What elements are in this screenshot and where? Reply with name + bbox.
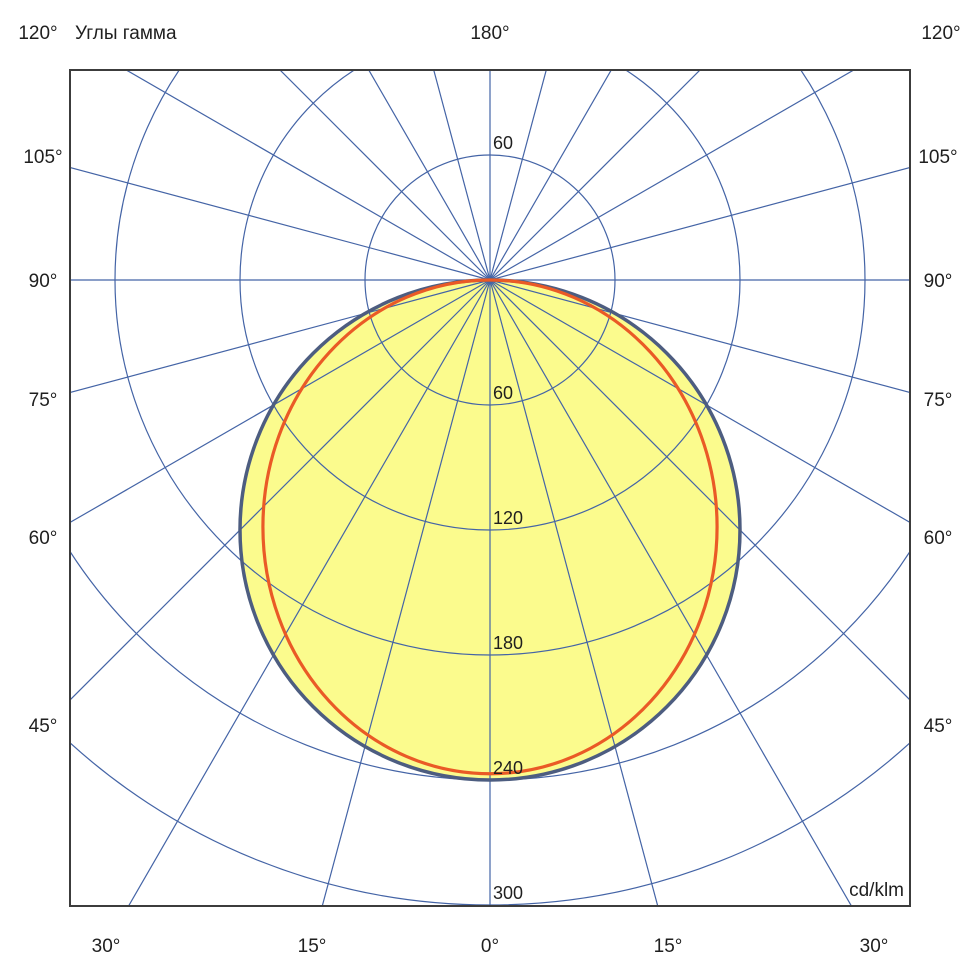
gamma-label-left-60: 60° xyxy=(29,528,58,549)
units-label: cd/klm xyxy=(849,880,904,901)
radial-ring-180 xyxy=(114,70,866,656)
gamma-ray-60deg xyxy=(489,279,910,524)
gamma-ray-210deg xyxy=(368,70,491,281)
radial-tick-240: 240 xyxy=(493,758,523,778)
gamma-label-left-75: 75° xyxy=(29,390,58,411)
gamma-ray-105deg xyxy=(489,166,910,281)
gamma-ray-120deg xyxy=(489,70,855,281)
chart-title: Углы гамма xyxy=(75,23,177,44)
gamma-ray-165deg xyxy=(489,70,547,281)
gamma-ray-30deg xyxy=(489,279,853,906)
gamma-label-bottom-30l: 30° xyxy=(92,936,121,957)
gamma-ray-315deg xyxy=(70,279,491,701)
radial-tick-60-top: 60 xyxy=(493,133,513,153)
gamma-label-right-75: 75° xyxy=(924,390,953,411)
gamma-ray-15deg xyxy=(489,279,659,906)
gamma-label-right-60: 60° xyxy=(924,528,953,549)
gamma-ray-195deg xyxy=(433,70,491,281)
gamma-ray-45deg xyxy=(489,279,910,701)
radial-tick-180: 180 xyxy=(493,633,523,653)
radial-tick-60: 60 xyxy=(493,383,513,403)
gamma-ray-150deg xyxy=(489,70,612,281)
gamma-label-top-center: 180° xyxy=(470,23,509,44)
gamma-label-bottom-30r: 30° xyxy=(860,936,889,957)
inner-intensity-curve xyxy=(261,278,719,776)
gamma-label-right-105: 105° xyxy=(918,147,957,168)
gamma-label-left-90: 90° xyxy=(29,271,58,292)
plot-border xyxy=(69,69,911,907)
gamma-ray-75deg xyxy=(489,279,910,394)
gamma-ray-255deg xyxy=(70,166,491,281)
gamma-label-left-45: 45° xyxy=(29,716,58,737)
gamma-ray-225deg xyxy=(279,70,491,281)
radial-ring-120 xyxy=(239,70,741,531)
gamma-ray-285deg xyxy=(70,279,491,394)
radial-ring-60 xyxy=(364,154,616,406)
gamma-ray-240deg xyxy=(125,70,491,281)
radial-tick-300: 300 xyxy=(493,883,523,903)
radial-tick-120: 120 xyxy=(493,508,523,528)
gamma-label-top-left: 120° xyxy=(18,23,57,44)
gamma-label-bottom-0: 0° xyxy=(481,936,499,957)
gamma-label-top-right: 120° xyxy=(921,23,960,44)
gamma-ray-300deg xyxy=(70,279,491,524)
gamma-label-left-105: 105° xyxy=(23,147,62,168)
gamma-ray-330deg xyxy=(127,279,491,906)
gamma-label-right-45: 45° xyxy=(924,716,953,737)
gamma-label-bottom-15r: 15° xyxy=(654,936,683,957)
gamma-label-right-90: 90° xyxy=(924,271,953,292)
gamma-label-bottom-15l: 15° xyxy=(298,936,327,957)
gamma-ray-345deg xyxy=(321,279,491,906)
gamma-ray-135deg xyxy=(489,70,701,281)
